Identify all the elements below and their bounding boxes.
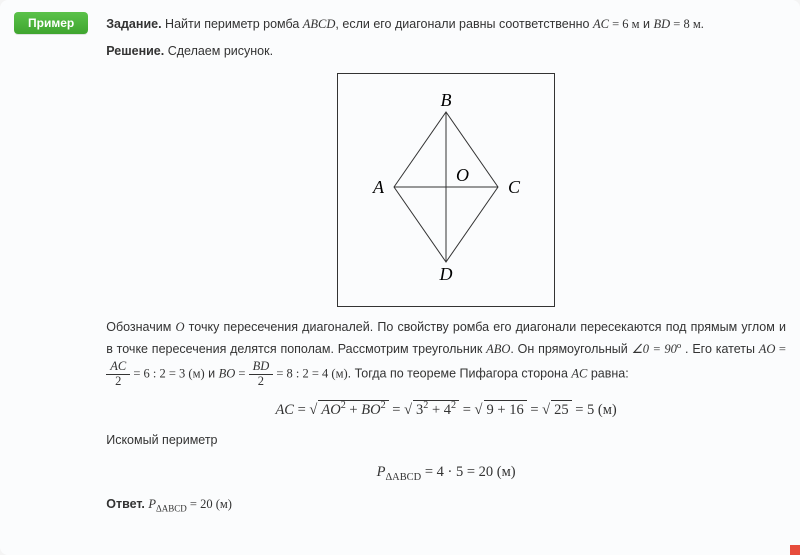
task-label: Задание. — [106, 17, 161, 31]
eq1-sq1: AO — [321, 402, 340, 418]
task-join: и — [640, 17, 654, 31]
eq1-rad1: √ — [309, 402, 317, 418]
task-rhombus: ABCD — [303, 17, 336, 31]
eq1-rad4: √ — [542, 402, 550, 418]
eq1-rad2: √ — [404, 402, 412, 418]
eq1-plus2: + — [428, 402, 443, 418]
eq1-res: = 5 (м) — [572, 402, 617, 418]
frac-ac: AC2 — [106, 360, 130, 389]
eq2-sub: ΔABCD — [385, 472, 421, 483]
eq1-s1: AO2 + BO2 — [318, 400, 388, 418]
p1-t3: . Он прямоугольный — [510, 342, 631, 356]
p1-O: O — [175, 320, 184, 334]
svg-text:D: D — [439, 264, 453, 284]
task-paragraph: Задание. Найти периметр ромба ABCD, если… — [106, 14, 786, 35]
task-d2-rhs: = 8 м. — [670, 17, 704, 31]
frac-bd-den: 2 — [249, 375, 274, 389]
svg-text:B: B — [441, 90, 452, 110]
answer-line: Ответ. PΔABCD = 20 (м) — [106, 494, 786, 517]
eq1-s3e: 2 — [451, 400, 456, 411]
equation-ac: AC = √AO2 + BO2 = √32 + 42 = √9 + 16 = √… — [106, 397, 786, 422]
para-perimeter: Искомый периметр — [106, 430, 786, 451]
p1-angle: ∠0 = 90 — [632, 342, 677, 356]
p1-r2: = 8 : 2 = 4 (м) — [273, 367, 347, 381]
answer-lhs: P — [148, 497, 156, 511]
frac-bd: BD2 — [249, 360, 274, 389]
frac-ac-num: AC — [106, 360, 130, 375]
p1-AO: AO — [759, 342, 776, 356]
answer-sub: ΔABCD — [156, 504, 187, 514]
p1-BO: BO — [219, 367, 236, 381]
eq1-sq2: BO — [361, 402, 380, 418]
eq1-plus1: + — [346, 402, 361, 418]
p1-t6: равна: — [587, 367, 628, 381]
p1-tri: ABO — [486, 342, 510, 356]
frac-ac-den: 2 — [106, 375, 130, 389]
svg-text:O: O — [456, 165, 469, 185]
p1-t5: . Тогда по теореме Пифагора сторона — [348, 367, 572, 381]
example-badge: Пример — [14, 12, 88, 34]
equation-perimeter: PΔABCD = 4 · 5 = 20 (м) — [106, 460, 786, 487]
task-text1: Найти периметр ромба — [165, 17, 303, 31]
solution-label: Решение. — [106, 44, 164, 58]
p1-t1: Обозначим — [106, 320, 175, 334]
svg-text:C: C — [508, 177, 521, 197]
task-d1-rhs: = 6 м — [609, 17, 640, 31]
task-d1-lhs: AC — [593, 17, 609, 31]
eq1-s3: 4 — [444, 402, 451, 418]
eq1-e2: = — [389, 402, 404, 418]
eq1-lhs: AC — [275, 402, 294, 418]
eq1-sq2e: 2 — [381, 400, 386, 411]
p1-r1: = 6 : 2 = 3 (м) — [130, 367, 204, 381]
p1-t4: . Его катеты — [681, 342, 759, 356]
p1-and: и — [205, 367, 219, 381]
rhombus-diagram: A C B D O — [356, 84, 536, 289]
solution-hint: Сделаем рисунок. — [164, 44, 273, 58]
task-text2: , если его диагонали равны соответственн… — [335, 17, 593, 31]
p1-AC: AC — [571, 367, 587, 381]
figure-wrapper: A C B D O — [106, 73, 786, 307]
example-panel: Пример Задание. Найти периметр ромба ABC… — [0, 0, 800, 555]
eq1-e3: = — [459, 402, 474, 418]
frac-bd-num: BD — [249, 360, 274, 375]
solution-label-line: Решение. Сделаем рисунок. — [106, 41, 786, 62]
figure-frame: A C B D O — [337, 73, 555, 307]
p1-eq2: = — [235, 367, 248, 381]
corner-accent — [790, 545, 800, 555]
answer-rhs: = 20 (м) — [187, 497, 232, 511]
explanation-paragraph: Обозначим O точку пересечения диагоналей… — [106, 317, 786, 389]
p1-eq1: = — [775, 342, 786, 356]
task-d2-lhs: BD — [654, 17, 671, 31]
eq1-e4: = — [527, 402, 542, 418]
eq1-rad3: √ — [475, 402, 483, 418]
example-content: Задание. Найти периметр ромба ABCD, если… — [106, 8, 786, 523]
eq2-rhs: = 4 · 5 = 20 (м) — [421, 464, 515, 480]
eq1-s4: 9 + 16 — [484, 400, 527, 418]
eq1-s2: 32 + 42 — [413, 400, 459, 418]
eq1-s5: 25 — [551, 400, 572, 418]
content-row: Пример Задание. Найти периметр ромба ABC… — [14, 8, 786, 523]
answer-label: Ответ. — [106, 497, 145, 511]
eq1-e1: = — [294, 402, 309, 418]
svg-text:A: A — [372, 177, 385, 197]
